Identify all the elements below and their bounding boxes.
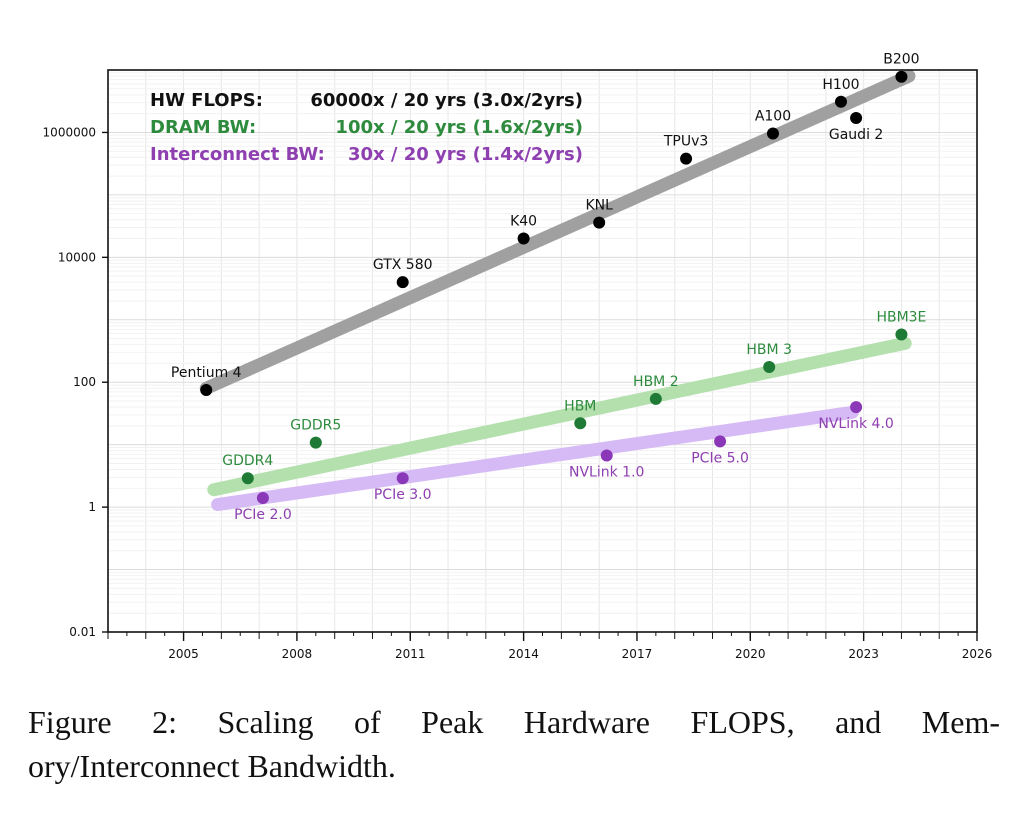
scaling-chart: 2005 2008 2011 2014 2017 2020 2023 2026 0.01 1 100… bbox=[43, 52, 993, 661]
y-tick-label: 0.01 bbox=[69, 625, 96, 639]
figure-caption: Figure 2: Scaling of Peak Hardware FLOPS… bbox=[28, 700, 1000, 788]
data-point bbox=[763, 361, 776, 374]
x-tick-label: 2005 bbox=[168, 647, 199, 661]
data-point bbox=[649, 392, 662, 405]
x-tick-label: 2008 bbox=[282, 647, 313, 661]
y-tick-label: 1000000 bbox=[43, 125, 96, 139]
data-point-label: GDDR4 bbox=[222, 453, 273, 469]
data-point-label: Pentium 4 bbox=[171, 365, 242, 381]
data-point-label: HBM 3 bbox=[746, 342, 792, 358]
trend-lines bbox=[199, 69, 916, 512]
data-point bbox=[309, 436, 322, 449]
y-tick-label: 10000 bbox=[58, 250, 96, 264]
data-point bbox=[895, 328, 908, 341]
legend-name: HW FLOPS: bbox=[150, 90, 263, 111]
data-point-label: A100 bbox=[755, 109, 791, 125]
data-point-label: PCIe 5.0 bbox=[691, 450, 749, 466]
x-tick-label: 2017 bbox=[622, 647, 653, 661]
data-point-label: HBM3E bbox=[876, 310, 926, 326]
data-point-label: GTX 580 bbox=[373, 257, 433, 273]
data-point-label: B200 bbox=[883, 52, 919, 68]
data-point bbox=[850, 401, 863, 414]
caption-line-1: Figure 2: Scaling of Peak Hardware FLOPS… bbox=[28, 704, 1000, 740]
data-point bbox=[834, 95, 847, 108]
data-point-label: PCIe 2.0 bbox=[234, 507, 292, 523]
y-tick-label: 100 bbox=[73, 375, 96, 389]
data-point bbox=[600, 449, 613, 462]
x-tick-label: 2023 bbox=[848, 647, 879, 661]
data-point-label: NVLink 4.0 bbox=[818, 416, 893, 432]
x-tick-label: 2014 bbox=[508, 647, 539, 661]
legend-summary: 100x / 20 yrs (1.6x/2yrs) bbox=[335, 117, 583, 138]
data-point bbox=[396, 472, 409, 485]
data-point-label: KNL bbox=[585, 198, 613, 214]
legend-name: DRAM BW: bbox=[150, 117, 256, 138]
grid bbox=[107, 70, 978, 633]
x-tick-label: 2020 bbox=[735, 647, 766, 661]
x-tick-label: 2011 bbox=[395, 647, 426, 661]
trend-line-hw-flops bbox=[199, 69, 916, 395]
data-point-label: H100 bbox=[822, 77, 859, 93]
data-point bbox=[895, 70, 908, 83]
legend-summary: 30x / 20 yrs (1.4x/2yrs) bbox=[348, 144, 583, 165]
data-point bbox=[680, 152, 693, 165]
legend: HW FLOPS: 60000x / 20 yrs (3.0x/2yrs) DRAM… bbox=[150, 90, 583, 165]
trend-line-dram-bw bbox=[207, 336, 912, 497]
data-point-label: HBM 2 bbox=[633, 374, 679, 390]
data-point-label: K40 bbox=[510, 214, 537, 230]
y-tick-label: 1 bbox=[88, 500, 96, 514]
data-point bbox=[241, 472, 254, 485]
data-point-label: Gaudi 2 bbox=[829, 127, 883, 143]
data-point bbox=[714, 435, 727, 448]
trend-line-interconnect-bw bbox=[211, 405, 859, 512]
data-points bbox=[200, 70, 908, 504]
data-point-label: HBM bbox=[564, 398, 596, 414]
data-point-label: TPUv3 bbox=[663, 134, 708, 150]
caption-line-2: ory/Interconnect Bandwidth. bbox=[28, 748, 396, 784]
legend-name: Interconnect BW: bbox=[150, 144, 325, 165]
legend-summary: 60000x / 20 yrs (3.0x/2yrs) bbox=[310, 90, 583, 111]
data-point bbox=[593, 216, 606, 229]
data-point-label: PCIe 3.0 bbox=[374, 487, 432, 503]
data-point bbox=[517, 232, 530, 245]
axes: 2005 2008 2011 2014 2017 2020 2023 2026 0.01 1 100… bbox=[43, 69, 993, 661]
data-point bbox=[766, 127, 779, 140]
data-point bbox=[850, 112, 863, 125]
data-point bbox=[200, 384, 213, 397]
data-point-label: GDDR5 bbox=[290, 418, 341, 434]
x-tick-label: 2026 bbox=[962, 647, 993, 661]
data-point-label: NVLink 1.0 bbox=[569, 465, 644, 481]
data-point bbox=[256, 491, 269, 504]
data-point bbox=[574, 417, 587, 430]
data-point bbox=[396, 276, 409, 289]
point-labels: Pentium 4 GTX 580 K40 KNL TPUv3 A100 H100 Gaudi… bbox=[171, 52, 927, 523]
